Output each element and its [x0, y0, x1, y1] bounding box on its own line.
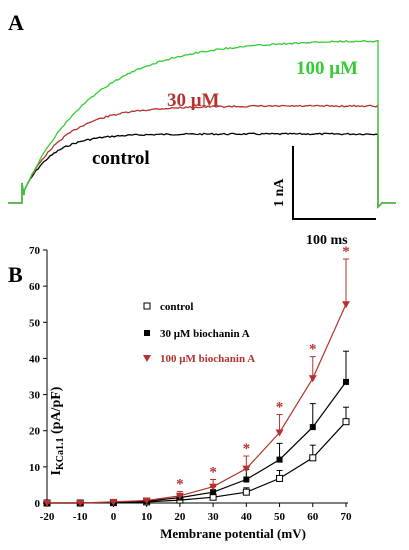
chart-axes: 0 10 20 30 40 50 60 70 -20 -10 0 10 20 30 40 50 60 70	[29, 245, 352, 523]
y-tick-label: 10	[29, 462, 41, 474]
data-point	[242, 465, 251, 473]
scale-bar-time-label: 100 ms	[306, 233, 348, 248]
y-tick-label: 0	[35, 498, 41, 510]
x-tick-label: 70	[341, 511, 353, 523]
significance-marker: *	[243, 441, 251, 457]
data-point	[309, 454, 317, 462]
scale-bar-current-label: 1 nA	[272, 178, 287, 207]
data-point	[342, 301, 350, 309]
significance-marker: *	[209, 465, 217, 481]
trace-100uM	[8, 39, 396, 209]
legend-label-control: control	[160, 301, 193, 313]
y-tick-label: 30	[29, 390, 41, 402]
legend-marker-30uM	[144, 330, 150, 336]
series-2	[43, 258, 350, 507]
x-tick-label: 50	[274, 511, 286, 523]
data-point	[175, 492, 184, 500]
data-point	[109, 498, 118, 506]
data-point	[275, 429, 284, 437]
data-point	[242, 488, 250, 496]
data-point	[43, 500, 51, 507]
trace-label-30uM: 30 μM	[167, 90, 220, 111]
y-tick-label: 50	[29, 317, 41, 329]
x-tick-label: 10	[141, 511, 153, 523]
x-axis-label: Membrane potential (mV)	[160, 526, 306, 541]
legend-marker-100uM	[143, 355, 151, 362]
significance-marker: *	[276, 399, 284, 415]
trace-control	[8, 132, 396, 209]
series-line	[47, 303, 347, 504]
data-point	[343, 378, 349, 385]
legend-marker-control	[143, 302, 151, 310]
data-point	[142, 497, 151, 505]
current-traces	[8, 39, 396, 209]
significance-marker: *	[309, 342, 317, 358]
data-point	[209, 483, 218, 491]
data-point	[342, 418, 350, 426]
data-point	[243, 476, 250, 483]
trace-30uM	[8, 104, 396, 209]
legend: control 30 μM biochanin A 100 μM biochan…	[143, 301, 255, 365]
x-tick-label: -20	[40, 511, 55, 523]
legend-label-100uM: 100 μM biochanin A	[160, 353, 255, 365]
chart-plot: * * * * * *	[43, 244, 350, 507]
x-tick-label: 60	[307, 511, 319, 523]
significance-marker: *	[342, 244, 350, 260]
significance-marker: *	[176, 476, 184, 492]
y-tick-label: 20	[29, 426, 41, 438]
data-point	[276, 474, 284, 482]
panel-a-label: A	[8, 10, 24, 35]
y-tick-label: 60	[29, 281, 41, 293]
trace-label-control: control	[92, 148, 150, 169]
trace-label-100uM: 100 μM	[296, 58, 358, 79]
y-tick-label: 70	[29, 245, 41, 257]
data-point	[308, 375, 317, 383]
legend-label-30uM: 30 μM biochanin A	[160, 328, 250, 340]
data-point	[76, 500, 85, 507]
x-tick-label: 0	[111, 511, 117, 523]
x-tick-label: 40	[241, 511, 253, 523]
data-point	[309, 424, 316, 431]
data-point	[276, 456, 283, 463]
series-line	[47, 381, 347, 504]
x-tick-label: -10	[73, 511, 88, 523]
y-tick-label: 40	[29, 353, 41, 365]
x-tick-label: 20	[174, 511, 186, 523]
data-point	[210, 489, 217, 496]
panel-b-label: B	[8, 262, 23, 287]
series-1	[44, 350, 349, 506]
x-tick-label: 30	[208, 511, 220, 523]
y-axis-label: IKCa1.1 (pA/pF)	[49, 386, 66, 475]
scale-bar: 1 nA 100 ms	[272, 146, 376, 248]
